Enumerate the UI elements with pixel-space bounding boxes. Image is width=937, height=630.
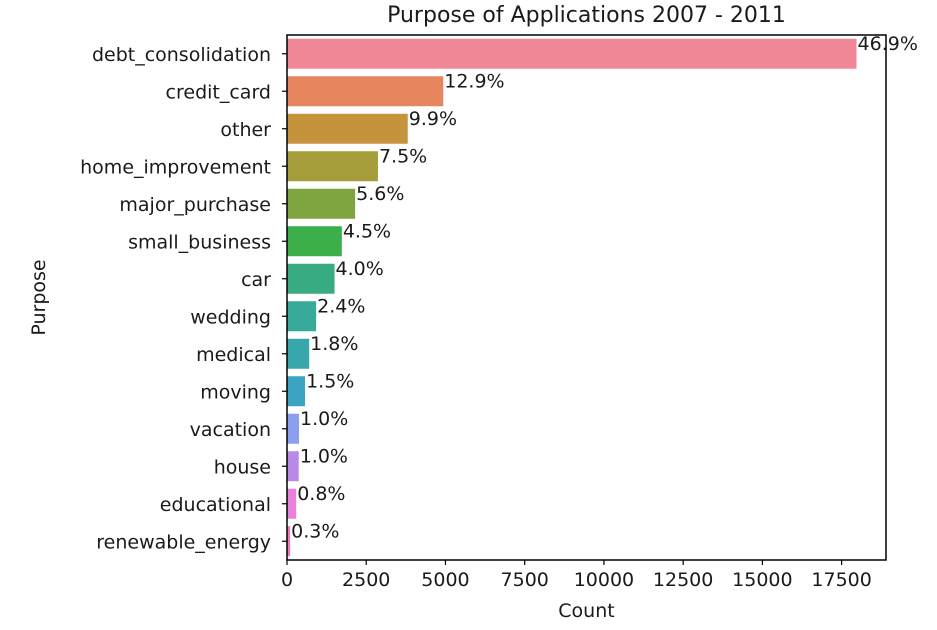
bar-value-label: 1.8%	[310, 333, 358, 355]
x-tick-label: 7500	[501, 569, 549, 591]
bar-value-label: 4.0%	[336, 258, 384, 280]
x-tick-label: 5000	[421, 569, 469, 591]
y-tick-label: debt_consolidation	[92, 44, 271, 66]
bar-value-label: 1.0%	[300, 408, 348, 430]
x-tick-label: 15000	[732, 569, 792, 591]
y-tick-label: small_business	[128, 231, 271, 253]
y-tick-label: credit_card	[166, 81, 271, 103]
y-tick-label: vacation	[190, 419, 271, 441]
bar-value-label: 9.9%	[409, 108, 457, 130]
y-tick-label: wedding	[190, 306, 271, 328]
bar-value-label: 1.0%	[300, 445, 348, 467]
y-tick-label: moving	[200, 381, 271, 403]
bar-value-label: 5.6%	[356, 183, 404, 205]
x-tick-label: 17500	[811, 569, 871, 591]
x-axis-label: Count	[558, 600, 614, 622]
bar-value-label: 46.9%	[858, 33, 918, 55]
bar-major_purchase	[287, 188, 356, 219]
y-axis-label: Purpose	[28, 259, 50, 335]
y-tick-label: other	[220, 119, 271, 141]
bar-house	[287, 451, 299, 482]
y-tick-label: major_purchase	[119, 194, 271, 216]
bar-other	[287, 113, 408, 144]
bar-value-label: 1.5%	[306, 370, 354, 392]
y-tick-label: medical	[196, 344, 271, 366]
y-tick-label: home_improvement	[80, 156, 271, 178]
bar-value-label: 0.3%	[291, 520, 339, 542]
x-tick-label: 0	[281, 569, 293, 591]
bar-value-label: 0.8%	[297, 483, 345, 505]
bar-value-label: 2.4%	[317, 295, 365, 317]
bar-value-label: 12.9%	[444, 70, 504, 92]
x-tick-label: 2500	[342, 569, 390, 591]
bar-medical	[287, 338, 310, 369]
bar-value-label: 7.5%	[379, 145, 427, 167]
bar-car	[287, 263, 335, 294]
bar-credit_card	[287, 76, 444, 107]
x-axis-ticks: 0 2500 5000 7500 10000 12500 15000 17500	[281, 560, 872, 591]
y-tick-label: car	[241, 269, 271, 291]
bar-value-label: 4.5%	[343, 220, 391, 242]
bar-educational	[287, 488, 297, 519]
bar-labels-group: 46.9% 12.9% 9.9% 7.5% 5.6% 4.5% 4.0% 2.4% 1.8% 1.…	[291, 33, 918, 543]
bar-small_business	[287, 226, 342, 257]
x-tick-label: 12500	[653, 569, 713, 591]
y-tick-label: house	[214, 456, 271, 478]
bar-renewable_energy	[287, 526, 291, 557]
plot-frame	[286, 34, 887, 561]
y-tick-label: educational	[160, 494, 271, 516]
bar-debt_consolidation	[287, 38, 857, 69]
bar-moving	[287, 376, 306, 407]
y-tick-label: renewable_energy	[96, 531, 271, 553]
x-tick-label: 10000	[574, 569, 634, 591]
bar-wedding	[287, 301, 317, 332]
bars-group	[287, 38, 857, 557]
bar-vacation	[287, 413, 300, 444]
bar-home_improvement	[287, 151, 378, 182]
chart-title: Purpose of Applications 2007 - 2011	[387, 3, 786, 28]
